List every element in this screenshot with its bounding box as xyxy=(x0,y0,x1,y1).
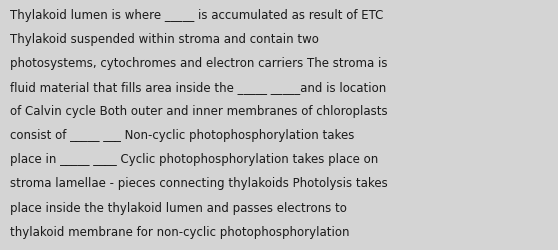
Text: consist of _____ ___ Non-cyclic photophosphorylation takes: consist of _____ ___ Non-cyclic photopho… xyxy=(10,129,354,142)
Text: stroma lamellae - pieces connecting thylakoids Photolysis takes: stroma lamellae - pieces connecting thyl… xyxy=(10,177,388,190)
Text: photosystems, cytochromes and electron carriers The stroma is: photosystems, cytochromes and electron c… xyxy=(10,57,388,70)
Text: thylakoid membrane for non-cyclic photophosphorylation: thylakoid membrane for non-cyclic photop… xyxy=(10,225,349,238)
Text: fluid material that fills area inside the _____ _____and is location: fluid material that fills area inside th… xyxy=(10,81,386,94)
Text: place in _____ ____ Cyclic photophosphorylation takes place on: place in _____ ____ Cyclic photophosphor… xyxy=(10,153,378,166)
Text: Thylakoid suspended within stroma and contain two: Thylakoid suspended within stroma and co… xyxy=(10,33,319,46)
Text: of Calvin cycle Both outer and inner membranes of chloroplasts: of Calvin cycle Both outer and inner mem… xyxy=(10,105,388,118)
Text: place inside the thylakoid lumen and passes electrons to: place inside the thylakoid lumen and pas… xyxy=(10,201,347,214)
Text: Thylakoid lumen is where _____ is accumulated as result of ETC: Thylakoid lumen is where _____ is accumu… xyxy=(10,9,383,22)
